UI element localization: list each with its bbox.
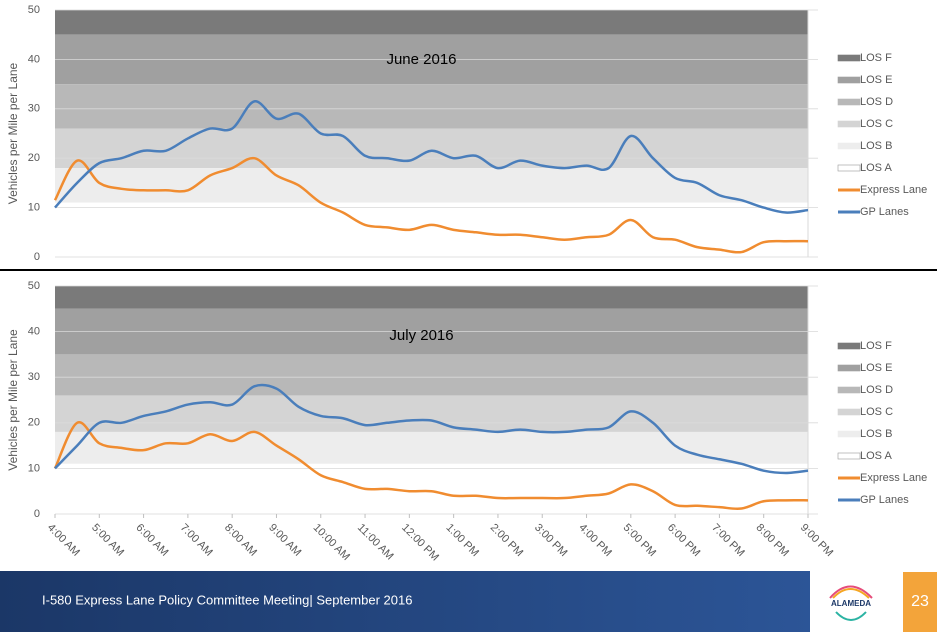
legend-swatch (837, 54, 861, 62)
los-band (55, 286, 808, 309)
y-tick-label: 50 (28, 4, 40, 16)
page-number: 23 (911, 593, 929, 610)
legend-swatch (837, 76, 861, 84)
legend-swatch (837, 120, 861, 128)
footer-bar (0, 571, 810, 632)
los-band (55, 84, 808, 129)
legend-label: LOS A (860, 162, 892, 174)
los-band (55, 168, 808, 203)
legend-label: LOS A (860, 450, 892, 462)
legend-swatch (837, 386, 861, 394)
x-tick-label: 5:00 PM (621, 522, 658, 559)
series-line (54, 100, 809, 214)
los-band (55, 128, 808, 169)
legend-label: LOS E (860, 362, 892, 374)
x-tick-label: 5:00 AM (89, 522, 126, 559)
legend-swatch (837, 98, 861, 106)
chart-title: July 2016 (389, 327, 453, 344)
y-tick-label: 30 (28, 371, 40, 383)
y-tick-label: 20 (28, 417, 40, 429)
series-line (53, 421, 809, 511)
legend-label: LOS F (860, 52, 892, 64)
los-band (55, 202, 808, 257)
logo-text: ALAMEDA (831, 599, 871, 608)
legend-swatch (837, 430, 861, 438)
legend-label: Express Lane (860, 472, 927, 484)
y-tick-label: 40 (28, 326, 40, 338)
x-tick-label: 1:00 PM (443, 522, 480, 559)
y-tick-label: 10 (28, 462, 40, 474)
los-band (55, 354, 808, 396)
x-tick-label: 7:00 AM (178, 522, 215, 559)
y-tick-label: 0 (34, 508, 40, 520)
x-tick-label: 6:00 AM (133, 522, 170, 559)
chart-title: June 2016 (386, 51, 456, 68)
legend-label: LOS C (860, 118, 893, 130)
legend-swatch (837, 408, 861, 416)
legend-label: GP Lanes (860, 206, 909, 218)
x-tick-label: 2:00 PM (488, 522, 525, 559)
legend-label: LOS D (860, 96, 893, 108)
x-tick-label: 3:00 PM (532, 522, 569, 559)
y-tick-label: 0 (34, 251, 40, 263)
los-band (55, 10, 808, 35)
x-tick-label: 4:00 AM (45, 522, 82, 559)
legend-swatch (837, 142, 861, 150)
legend-label: LOS C (860, 406, 893, 418)
legend-label: Express Lane (860, 184, 927, 196)
y-tick-label: 30 (28, 103, 40, 115)
x-tick-label: 6:00 PM (665, 522, 702, 559)
legend-label: LOS D (860, 384, 893, 396)
x-tick-label: 12:00 PM (399, 522, 441, 564)
x-tick-label: 10:00 AM (311, 522, 352, 563)
legend-swatch (837, 364, 861, 372)
los-band (55, 395, 808, 432)
legend-swatch (837, 452, 861, 460)
x-tick-label: 4:00 PM (576, 522, 613, 559)
footer-text: I-580 Express Lane Policy Committee Meet… (42, 592, 412, 607)
legend-label: LOS E (860, 74, 892, 86)
legend-label: GP Lanes (860, 494, 909, 506)
x-tick-label: 9:00 AM (266, 522, 303, 559)
y-tick-label: 40 (28, 53, 40, 65)
los-band (55, 431, 808, 464)
y-tick-label: 10 (28, 202, 40, 214)
legend-label: LOS B (860, 428, 892, 440)
x-tick-label: 9:00 PM (798, 522, 835, 559)
y-tick-label: 50 (28, 280, 40, 292)
x-tick-label: 7:00 PM (709, 522, 746, 559)
x-tick-label: 8:00 PM (754, 522, 791, 559)
legend-swatch (837, 164, 861, 172)
series-line (53, 156, 809, 254)
y-tick-label: 20 (28, 152, 40, 164)
logo: ALAMEDA (829, 585, 873, 621)
y-axis-label: Vehicles per Mile per Lane (6, 329, 20, 471)
legend-label: LOS B (860, 140, 892, 152)
x-tick-label: 11:00 AM (355, 522, 396, 563)
x-tick-label: 8:00 AM (222, 522, 259, 559)
y-axis-label: Vehicles per Mile per Lane (6, 62, 20, 204)
series-line (54, 383, 809, 475)
legend-label: LOS F (860, 340, 892, 352)
legend-swatch (837, 342, 861, 350)
page-box (903, 572, 937, 632)
